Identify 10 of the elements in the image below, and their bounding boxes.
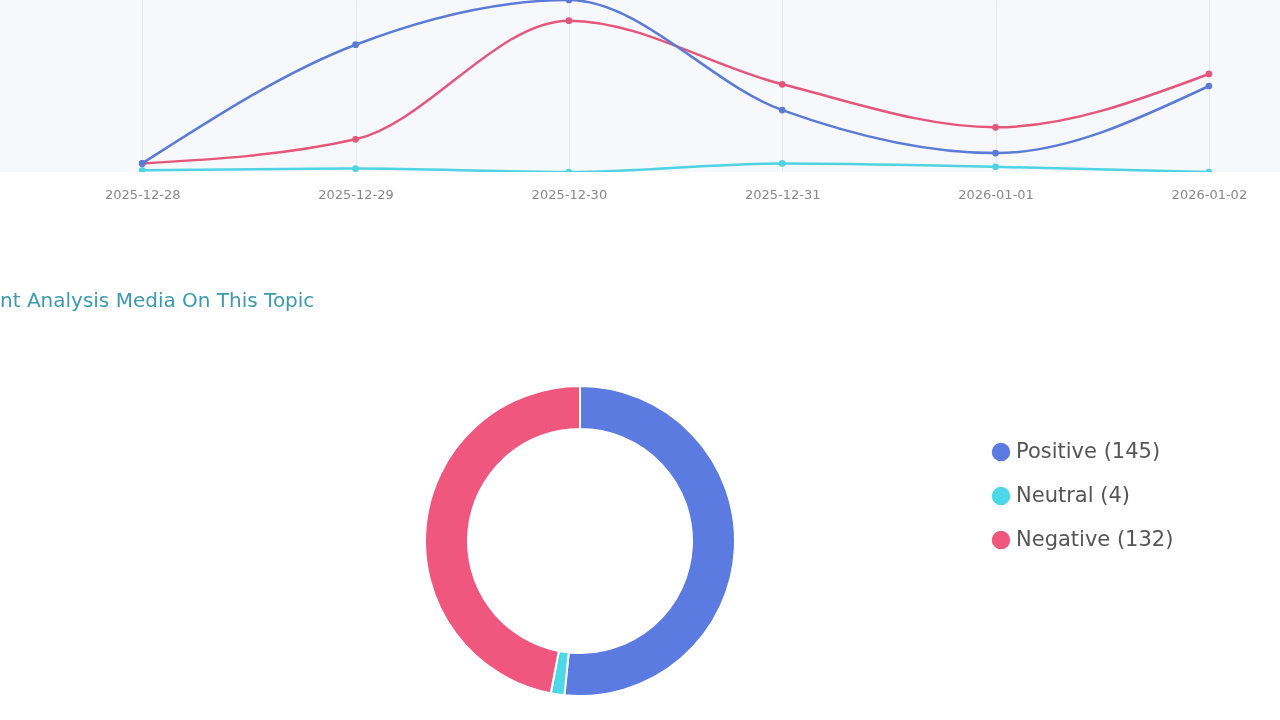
x-tick-label: 2025-12-31 (744, 186, 821, 202)
legend-label: Negative (132) (1016, 527, 1174, 551)
x-tick-label: 2026-01-01 (958, 186, 1034, 202)
x-tick-label: 2025-12-29 (318, 186, 394, 202)
legend-label: Positive (145) (1016, 439, 1161, 463)
legend-label: Neutral (4) (1016, 483, 1130, 507)
text: nt Analysis Media On This Topic (0, 288, 315, 312)
x-tick-label: 2025-12-28 (104, 186, 181, 202)
x-tick-label: 2026-01-02 (1171, 186, 1248, 202)
x-tick-label: 2025-12-30 (531, 186, 608, 202)
